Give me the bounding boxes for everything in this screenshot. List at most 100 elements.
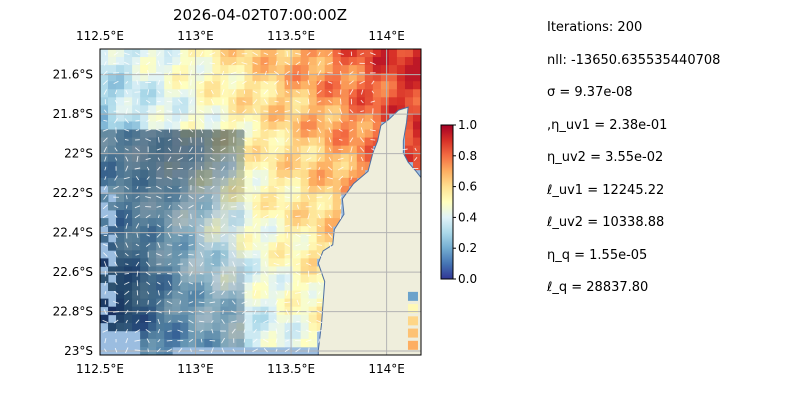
heatmap-cell bbox=[124, 65, 133, 74]
heatmap-cell bbox=[308, 145, 318, 155]
heatmap-cell bbox=[276, 266, 285, 275]
heatmap-cell bbox=[116, 145, 125, 155]
heatmap-cell bbox=[364, 57, 374, 66]
current-arrow bbox=[177, 291, 183, 295]
current-arrow bbox=[306, 253, 312, 256]
heatmap-cell bbox=[268, 97, 277, 106]
heatmap-cell bbox=[212, 185, 221, 195]
heatmap-cell bbox=[148, 226, 157, 235]
current-arrow bbox=[134, 109, 140, 113]
heatmap-cell bbox=[332, 129, 342, 138]
heatmap-cell bbox=[380, 49, 390, 58]
heatmap-cell bbox=[172, 266, 181, 275]
heatmap-cell bbox=[124, 306, 133, 316]
heatmap-cell bbox=[284, 210, 294, 219]
heatmap-cell bbox=[284, 298, 294, 308]
heatmap-cell bbox=[204, 306, 213, 316]
heatmap-cell bbox=[348, 177, 358, 187]
heatmap-cell bbox=[124, 177, 133, 187]
current-arrow bbox=[103, 243, 108, 247]
heatmap-cell bbox=[164, 49, 173, 58]
heatmap-cell bbox=[212, 57, 221, 66]
current-arrow bbox=[296, 310, 300, 314]
current-arrow bbox=[295, 243, 301, 247]
heatmap-cell bbox=[172, 113, 181, 122]
heatmap-cell bbox=[308, 169, 318, 179]
heatmap-cell bbox=[268, 57, 277, 66]
heatmap-cell bbox=[204, 65, 213, 74]
heatmap-cell bbox=[156, 169, 165, 179]
heatmap-cell bbox=[188, 338, 197, 348]
heatmap-cell bbox=[140, 218, 149, 227]
heatmap-cell bbox=[140, 73, 149, 82]
current-arrow bbox=[230, 71, 237, 75]
heatmap-cell bbox=[340, 73, 350, 82]
heatmap-cell bbox=[292, 202, 302, 211]
heatmap-cell bbox=[244, 258, 253, 267]
current-arrow bbox=[413, 157, 418, 161]
heatmap-cell bbox=[228, 129, 237, 138]
heatmap-cell bbox=[292, 105, 302, 114]
current-arrow bbox=[221, 204, 225, 210]
heatmap-cell bbox=[276, 234, 285, 243]
heatmap-cell bbox=[300, 282, 310, 291]
current-arrow bbox=[243, 338, 246, 343]
heatmap-cell bbox=[356, 105, 366, 114]
heatmap-cell bbox=[212, 234, 221, 243]
heatmap-cell bbox=[388, 65, 398, 74]
current-arrow bbox=[113, 52, 119, 56]
heatmap-cell bbox=[140, 250, 149, 259]
heatmap-cell bbox=[276, 210, 285, 219]
heatmap-cell bbox=[388, 49, 398, 58]
colorbar-tick-label: 0.2 bbox=[458, 241, 477, 255]
current-arrow bbox=[350, 156, 353, 162]
current-arrow bbox=[252, 119, 258, 122]
heatmap-cell bbox=[268, 226, 277, 235]
heatmap-cell bbox=[396, 65, 406, 74]
heatmap-cell bbox=[188, 161, 197, 171]
heatmap-cell bbox=[300, 161, 310, 171]
current-arrow bbox=[134, 329, 141, 333]
heatmap-cell bbox=[252, 105, 261, 114]
current-arrow bbox=[124, 129, 130, 132]
current-arrow bbox=[102, 214, 108, 219]
heatmap-cell bbox=[100, 298, 109, 308]
current-arrow bbox=[167, 232, 172, 239]
heatmap-cell bbox=[244, 298, 253, 308]
heatmap-cell bbox=[396, 73, 406, 82]
current-arrows bbox=[102, 50, 419, 354]
current-arrow bbox=[188, 243, 194, 247]
heatmap-cell bbox=[212, 177, 221, 187]
current-arrow bbox=[371, 80, 375, 85]
heatmap-cell bbox=[188, 65, 197, 74]
current-arrow bbox=[317, 60, 321, 66]
current-arrow bbox=[221, 347, 225, 353]
heatmap-cell bbox=[300, 57, 310, 66]
heatmap-cell bbox=[172, 185, 181, 195]
heatmap-cell bbox=[108, 169, 117, 179]
current-arrow bbox=[338, 175, 344, 181]
heatmap-cell bbox=[300, 153, 310, 163]
heatmap-cell bbox=[132, 121, 141, 130]
heatmap-cell bbox=[148, 298, 157, 308]
heatmap-cell bbox=[332, 113, 342, 122]
current-arrow bbox=[166, 348, 173, 353]
current-arrow bbox=[167, 280, 172, 287]
current-arrow bbox=[104, 52, 107, 56]
current-arrow bbox=[166, 244, 173, 246]
current-arrow bbox=[189, 146, 193, 153]
heatmap-cell bbox=[252, 49, 261, 58]
heatmap-cell bbox=[316, 226, 326, 235]
current-arrow bbox=[241, 292, 248, 294]
heatmap-cell bbox=[252, 234, 261, 243]
current-arrow bbox=[265, 176, 267, 181]
heatmap-cell bbox=[124, 193, 133, 203]
current-arrow bbox=[198, 243, 205, 247]
heatmap-cell bbox=[220, 73, 229, 82]
heatmap-cell bbox=[356, 137, 366, 147]
heatmap-cell bbox=[188, 81, 197, 90]
current-arrow bbox=[178, 243, 182, 247]
stat-eta-uv2: η_uv2 = 3.55e-02 bbox=[547, 150, 664, 165]
heatmap-cell bbox=[148, 137, 157, 147]
heatmap-cell bbox=[172, 49, 181, 58]
